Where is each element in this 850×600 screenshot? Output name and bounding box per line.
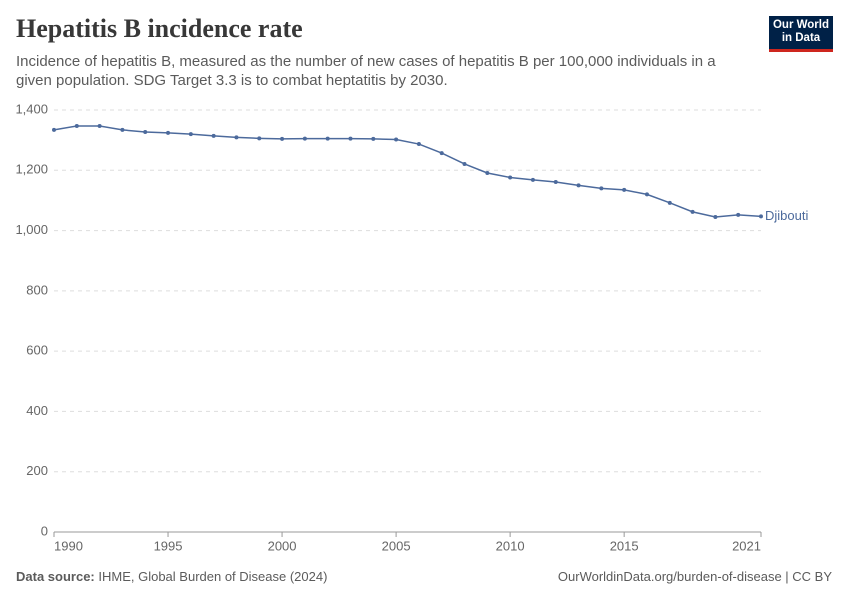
source-url[interactable]: OurWorldinData.org/burden-of-disease | C… [557,569,832,584]
logo-line: Our World [772,19,829,31]
point [348,136,353,141]
point [462,161,467,166]
y-tick-label: 1,200 [15,162,48,177]
point [690,209,695,214]
point [644,192,649,197]
x-tick-label: 1990 [54,538,83,553]
x-tick-label: 2005 [382,538,411,553]
chart-title: Hepatitis B incidence rate [16,14,303,43]
point [188,132,193,137]
y-tick-label: 1,400 [15,101,48,116]
point [394,137,399,142]
point [325,136,330,141]
point [371,136,376,141]
line [53,125,762,218]
point [736,212,741,217]
logo-line: in Data [781,32,821,44]
point [485,170,490,175]
point [257,136,262,141]
x-tick-label: 2015 [610,538,639,553]
point [143,130,148,135]
y-tick-label: 200 [26,463,48,478]
source-label: Data source: [16,569,95,584]
x-tick-label: 1995 [154,538,183,553]
point [234,135,239,140]
point [74,123,79,128]
point [280,136,285,141]
point [52,127,56,132]
point [97,123,102,128]
point [302,136,307,141]
point [416,142,421,147]
point [553,180,558,185]
point [166,130,171,135]
x-tick-label: 2000 [268,538,297,553]
source: Data source: IHME, Global Burden of Dise… [16,569,327,584]
x-tick-label: 2010 [496,538,525,553]
logo[interactable]: Our World in Data [769,16,833,52]
point [530,177,535,182]
point [759,214,763,219]
y-tick-label: 1,000 [15,222,48,237]
series-label: Djibouti [765,208,808,223]
y-tick-label: 0 [41,523,48,538]
y-tick-label: 400 [26,403,48,418]
source-text: IHME, Global Burden of Disease (2024) [98,569,328,584]
point [211,133,216,138]
y-tick-label: 600 [26,343,48,358]
point [439,151,444,156]
chart-subtitle: Incidence of hepatitis B, measured as th… [16,53,716,89]
point [713,215,718,220]
point [667,200,672,205]
point [622,187,627,192]
point [120,127,125,132]
point [576,183,581,188]
chart: 0 200 400 600 800 1,000 1,200 1,400 1990 1995 2000… [15,101,808,553]
point [599,186,604,191]
y-tick-label: 800 [26,282,48,297]
x-tick-label: 2021 [732,538,761,553]
point [508,175,513,180]
